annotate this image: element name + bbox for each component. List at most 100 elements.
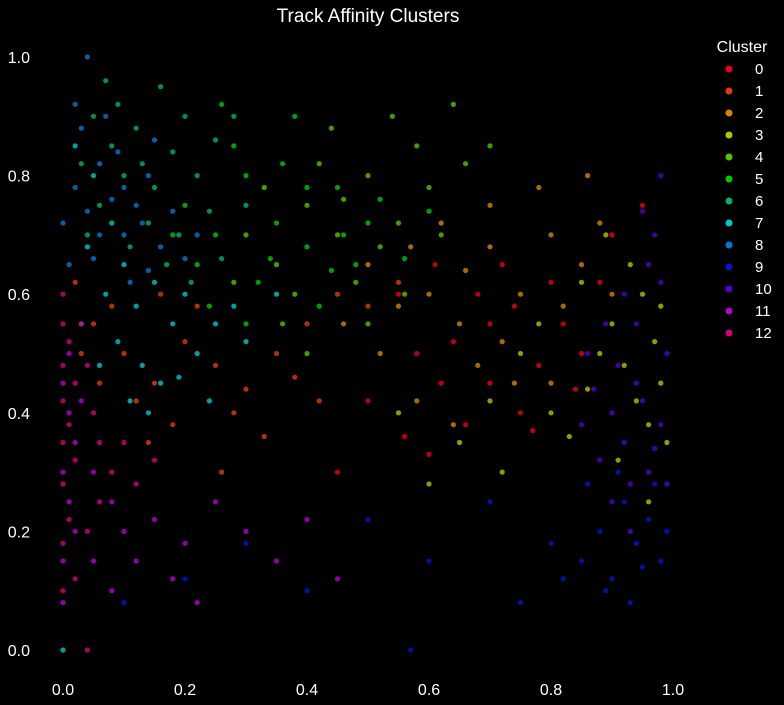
- point-cluster-4-0: [243, 232, 249, 238]
- point-cluster-6-12: [212, 137, 219, 143]
- point-cluster-0-23: [530, 428, 536, 434]
- point-cluster-7-14: [158, 380, 164, 386]
- point-cluster-7-10: [84, 244, 90, 250]
- point-cluster-4-3: [334, 232, 341, 238]
- y-axis-ticks: 0.0 0.2 0.4 0.6 0.8 1.0: [8, 50, 30, 660]
- point-cluster-9-21: [182, 576, 188, 582]
- point-cluster-11-11: [121, 528, 127, 535]
- point-cluster-4-2: [304, 202, 310, 208]
- point-cluster-5-16: [328, 267, 334, 274]
- point-cluster-4-4: [365, 173, 371, 179]
- point-cluster-11-21: [109, 588, 115, 594]
- point-cluster-7-7: [182, 291, 188, 297]
- point-cluster-12-18: [121, 439, 127, 446]
- point-cluster-11-4: [66, 499, 72, 505]
- point-cluster-4-5: [395, 220, 402, 226]
- point-cluster-12-8: [72, 457, 78, 463]
- x-tick-label: 1.0: [662, 682, 684, 699]
- point-cluster-2-7: [578, 262, 585, 268]
- legend-marker: [725, 329, 733, 337]
- point-cluster-12-7: [60, 439, 66, 446]
- point-cluster-12-19: [133, 481, 139, 487]
- point-cluster-8-6: [133, 202, 139, 208]
- point-cluster-1-0: [72, 279, 78, 285]
- point-cluster-4-18: [463, 161, 469, 167]
- y-tick-label: 0.4: [8, 406, 30, 423]
- x-tick-label: 0.6: [418, 682, 440, 699]
- legend-entry-0: 0: [725, 61, 763, 78]
- point-cluster-5-22: [341, 232, 347, 238]
- point-cluster-8-18: [182, 256, 188, 262]
- legend-label: 0: [755, 61, 763, 78]
- point-cluster-5-7: [194, 262, 200, 268]
- point-cluster-6-10: [158, 84, 164, 90]
- series-cluster-12: [60, 291, 158, 653]
- point-cluster-3-20: [536, 321, 542, 327]
- point-cluster-2-14: [597, 220, 603, 226]
- point-cluster-11-19: [334, 576, 341, 582]
- point-cluster-0-5: [578, 350, 585, 357]
- point-cluster-3-7: [639, 291, 646, 297]
- point-cluster-9-14: [548, 540, 554, 546]
- point-cluster-2-20: [408, 244, 414, 250]
- point-cluster-9-5: [646, 516, 652, 523]
- point-cluster-2-8: [438, 220, 444, 226]
- point-cluster-1-3: [151, 380, 158, 386]
- point-cluster-8-0: [60, 220, 66, 226]
- point-cluster-1-7: [273, 350, 280, 357]
- legend-label: 11: [755, 303, 771, 320]
- point-cluster-2-13: [560, 303, 566, 309]
- point-cluster-12-15: [90, 410, 97, 416]
- point-cluster-11-24: [60, 600, 66, 606]
- point-cluster-5-23: [402, 256, 408, 262]
- point-cluster-8-23: [145, 267, 151, 274]
- point-cluster-4-16: [365, 321, 371, 327]
- point-cluster-3-5: [578, 279, 585, 285]
- point-cluster-3-2: [633, 398, 640, 404]
- point-cluster-4-15: [280, 321, 286, 327]
- point-cluster-1-1: [90, 321, 97, 327]
- point-cluster-6-6: [182, 113, 188, 119]
- point-cluster-10-1: [621, 439, 627, 446]
- point-cluster-7-12: [115, 339, 121, 345]
- point-cluster-10-12: [609, 499, 615, 505]
- point-cluster-5-9: [255, 279, 261, 285]
- point-cluster-2-19: [609, 291, 615, 297]
- point-cluster-11-13: [151, 516, 158, 523]
- point-cluster-4-23: [450, 101, 456, 107]
- point-cluster-6-9: [145, 220, 151, 226]
- point-cluster-7-16: [231, 303, 237, 309]
- point-cluster-6-11: [194, 173, 200, 179]
- point-cluster-8-21: [97, 232, 103, 238]
- point-cluster-7-13: [139, 362, 145, 368]
- point-cluster-3-15: [487, 398, 493, 404]
- x-tick-label: 0.2: [174, 682, 196, 699]
- point-cluster-3-8: [652, 339, 658, 345]
- point-cluster-1-10: [109, 303, 115, 309]
- point-cluster-3-24: [395, 410, 402, 416]
- legend-title: Cluster: [717, 39, 768, 56]
- point-cluster-11-15: [212, 499, 219, 505]
- point-cluster-7-6: [170, 321, 176, 327]
- point-cluster-4-11: [414, 143, 420, 149]
- point-cluster-1-20: [219, 469, 225, 475]
- point-cluster-6-17: [231, 113, 237, 119]
- point-cluster-10-24: [585, 350, 591, 357]
- point-cluster-9-1: [597, 528, 603, 535]
- point-cluster-9-2: [609, 576, 615, 582]
- point-cluster-0-8: [499, 262, 505, 268]
- point-cluster-6-14: [127, 244, 133, 250]
- legend-label: 3: [755, 127, 763, 144]
- point-cluster-10-21: [627, 528, 633, 535]
- point-cluster-11-9: [90, 469, 97, 475]
- point-cluster-9-7: [585, 481, 591, 487]
- point-cluster-2-10: [414, 398, 420, 404]
- point-cluster-11-8: [78, 398, 84, 404]
- point-cluster-7-5: [151, 279, 158, 285]
- point-cluster-4-14: [328, 125, 334, 131]
- point-cluster-1-11: [133, 398, 139, 404]
- point-cluster-2-11: [499, 339, 505, 345]
- point-cluster-5-10: [292, 113, 298, 119]
- point-cluster-12-9: [60, 481, 66, 487]
- point-cluster-10-4: [658, 422, 664, 428]
